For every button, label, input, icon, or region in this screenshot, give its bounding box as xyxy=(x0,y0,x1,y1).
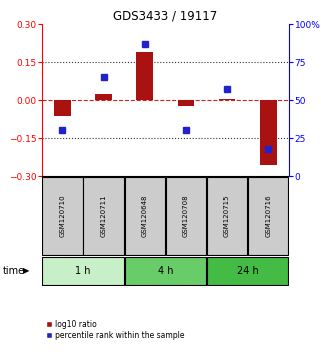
Bar xyxy=(125,257,206,285)
Text: 4 h: 4 h xyxy=(158,266,173,276)
Text: time: time xyxy=(3,266,25,276)
Bar xyxy=(42,177,82,255)
Title: GDS3433 / 19117: GDS3433 / 19117 xyxy=(113,10,217,23)
Text: ▶: ▶ xyxy=(22,267,29,275)
Bar xyxy=(42,257,124,285)
Bar xyxy=(166,177,206,255)
Bar xyxy=(136,52,153,100)
Text: GSM120708: GSM120708 xyxy=(183,195,189,237)
Bar xyxy=(248,177,289,255)
Bar xyxy=(83,177,124,255)
Bar xyxy=(125,177,165,255)
Text: GSM120715: GSM120715 xyxy=(224,195,230,237)
Bar xyxy=(207,257,289,285)
Bar xyxy=(207,177,247,255)
Text: GSM120716: GSM120716 xyxy=(265,195,271,237)
Text: GSM120711: GSM120711 xyxy=(100,195,107,237)
Text: GSM120710: GSM120710 xyxy=(59,195,65,237)
Bar xyxy=(178,100,194,105)
Bar xyxy=(260,100,276,165)
Legend: log10 ratio, percentile rank within the sample: log10 ratio, percentile rank within the … xyxy=(46,320,184,340)
Text: 24 h: 24 h xyxy=(237,266,259,276)
Text: GSM120648: GSM120648 xyxy=(142,195,148,237)
Bar xyxy=(219,99,235,100)
Text: 1 h: 1 h xyxy=(75,266,91,276)
Bar xyxy=(54,100,71,116)
Bar xyxy=(95,95,112,100)
